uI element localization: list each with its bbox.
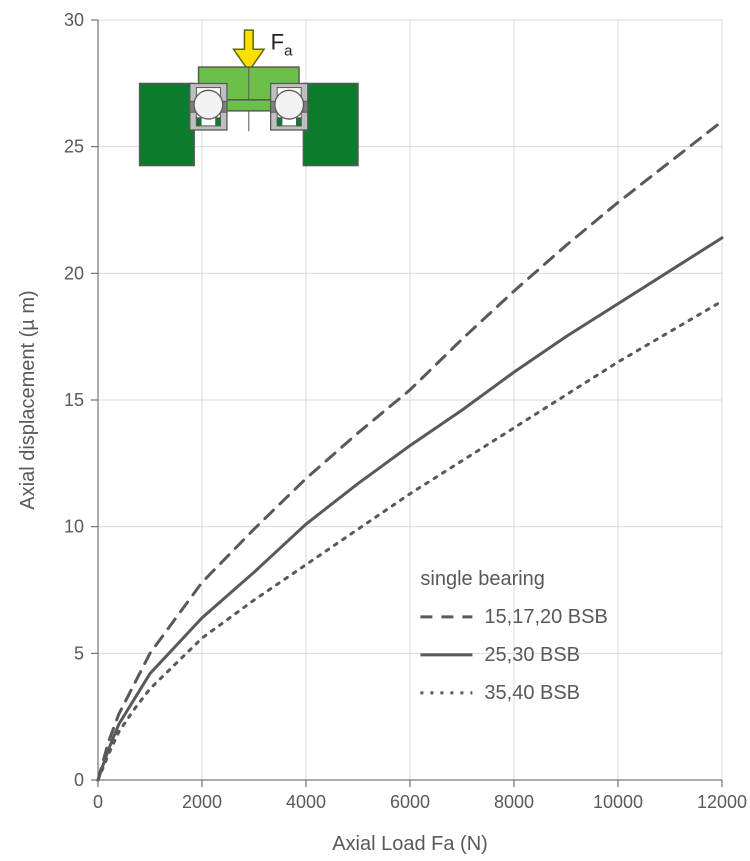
y-tick-label: 0 [74,770,84,790]
y-tick-label: 30 [64,10,84,30]
legend-label: 25,30 BSB [484,644,580,666]
x-tick-label: 2000 [182,792,222,812]
x-tick-label: 8000 [494,792,534,812]
axial-displacement-chart: 0 2000 4000 6000 8000 10000 12000 0 5 10 15 20 25 30 A… [0,0,750,861]
x-axis-label: Axial Load Fa (N) [332,833,488,855]
y-axis-label: Axial displacement (µ m) [17,290,39,509]
x-tick-label: 0 [93,792,103,812]
y-tick-label: 15 [64,390,84,410]
x-tick-label: 4000 [286,792,326,812]
legend-title: single bearing [420,568,545,590]
legend-label: 15,17,20 BSB [484,606,607,628]
y-tick-label: 25 [64,137,84,157]
x-tick-label: 10000 [593,792,643,812]
y-tick-label: 20 [64,263,84,283]
y-tick-label: 5 [74,643,84,663]
y-tick-label: 10 [64,517,84,537]
x-tick-label: 6000 [390,792,430,812]
x-tick-label: 12000 [697,792,747,812]
legend-label: 35,40 BSB [484,682,580,704]
